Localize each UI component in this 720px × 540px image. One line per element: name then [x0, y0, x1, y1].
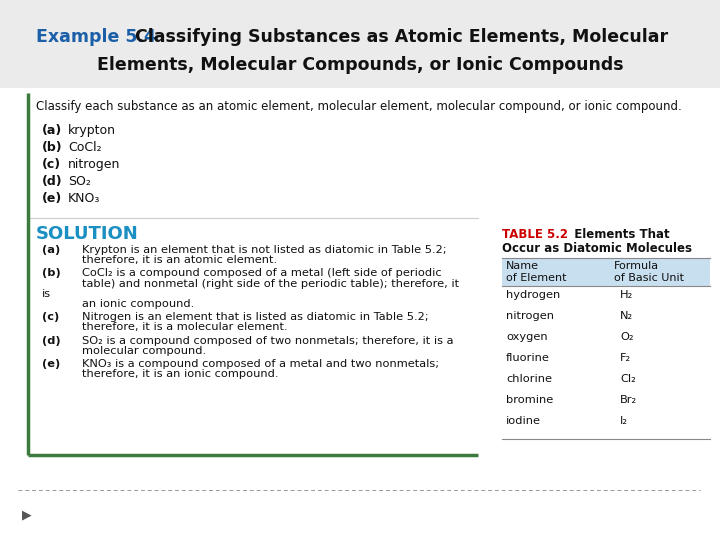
Text: SO₂ is a compound composed of two nonmetals; therefore, it is a: SO₂ is a compound composed of two nonmet…	[82, 335, 454, 346]
Text: TABLE 5.2: TABLE 5.2	[502, 228, 568, 241]
Text: (e): (e)	[42, 192, 62, 205]
Text: CoCl₂: CoCl₂	[68, 141, 102, 154]
Text: Example 5.4: Example 5.4	[36, 28, 156, 46]
Text: (c): (c)	[42, 158, 61, 171]
Text: CoCl₂ is a compound composed of a metal (left side of periodic: CoCl₂ is a compound composed of a metal …	[82, 268, 441, 279]
Text: ▶: ▶	[22, 508, 32, 521]
Text: Nitrogen is an element that is listed as diatomic in Table 5.2;: Nitrogen is an element that is listed as…	[82, 312, 428, 322]
Text: F₂: F₂	[620, 353, 631, 363]
Text: molecular compound.: molecular compound.	[82, 346, 206, 356]
Text: therefore, it is an atomic element.: therefore, it is an atomic element.	[82, 255, 277, 265]
Text: chlorine: chlorine	[506, 374, 552, 384]
Text: table) and nonmetal (right side of the periodic table); therefore, it: table) and nonmetal (right side of the p…	[82, 279, 459, 288]
Text: (e): (e)	[42, 359, 60, 369]
Text: (d): (d)	[42, 335, 60, 346]
Text: I₂: I₂	[620, 416, 628, 426]
Text: oxygen: oxygen	[506, 332, 548, 342]
Text: nitrogen: nitrogen	[68, 158, 120, 171]
Text: krypton: krypton	[68, 124, 116, 137]
Text: Cl₂: Cl₂	[620, 374, 636, 384]
Text: Elements, Molecular Compounds, or Ionic Compounds: Elements, Molecular Compounds, or Ionic …	[96, 56, 624, 74]
Text: hydrogen: hydrogen	[506, 290, 560, 300]
Text: (c): (c)	[42, 312, 59, 322]
Text: is: is	[42, 289, 51, 299]
Text: Name
of Element: Name of Element	[506, 261, 567, 284]
FancyBboxPatch shape	[502, 258, 710, 286]
Text: nitrogen: nitrogen	[506, 311, 554, 321]
Text: (a): (a)	[42, 245, 60, 255]
Text: (a): (a)	[42, 124, 62, 137]
Text: (d): (d)	[42, 175, 63, 188]
Text: N₂: N₂	[620, 311, 633, 321]
Text: SOLUTION: SOLUTION	[36, 225, 139, 243]
Text: fluorine: fluorine	[506, 353, 550, 363]
Text: Elements That: Elements That	[566, 228, 670, 241]
Text: (b): (b)	[42, 268, 60, 279]
Text: iodine: iodine	[506, 416, 541, 426]
Text: bromine: bromine	[506, 395, 553, 405]
Text: H₂: H₂	[620, 290, 634, 300]
Text: (b): (b)	[42, 141, 63, 154]
Text: Classifying Substances as Atomic Elements, Molecular: Classifying Substances as Atomic Element…	[129, 28, 668, 46]
Text: KNO₃: KNO₃	[68, 192, 100, 205]
FancyBboxPatch shape	[0, 0, 720, 88]
Text: O₂: O₂	[620, 332, 634, 342]
Text: an ionic compound.: an ionic compound.	[82, 299, 194, 309]
Text: SO₂: SO₂	[68, 175, 91, 188]
Text: Krypton is an element that is not listed as diatomic in Table 5.2;: Krypton is an element that is not listed…	[82, 245, 446, 255]
Text: Occur as Diatomic Molecules: Occur as Diatomic Molecules	[502, 242, 692, 255]
Text: Classify each substance as an atomic element, molecular element, molecular compo: Classify each substance as an atomic ele…	[36, 100, 682, 113]
Text: Br₂: Br₂	[620, 395, 637, 405]
Text: therefore, it is an ionic compound.: therefore, it is an ionic compound.	[82, 369, 279, 379]
Text: KNO₃ is a compound composed of a metal and two nonmetals;: KNO₃ is a compound composed of a metal a…	[82, 359, 439, 369]
Text: therefore, it is a molecular element.: therefore, it is a molecular element.	[82, 322, 287, 333]
Text: Formula
of Basic Unit: Formula of Basic Unit	[614, 261, 684, 284]
